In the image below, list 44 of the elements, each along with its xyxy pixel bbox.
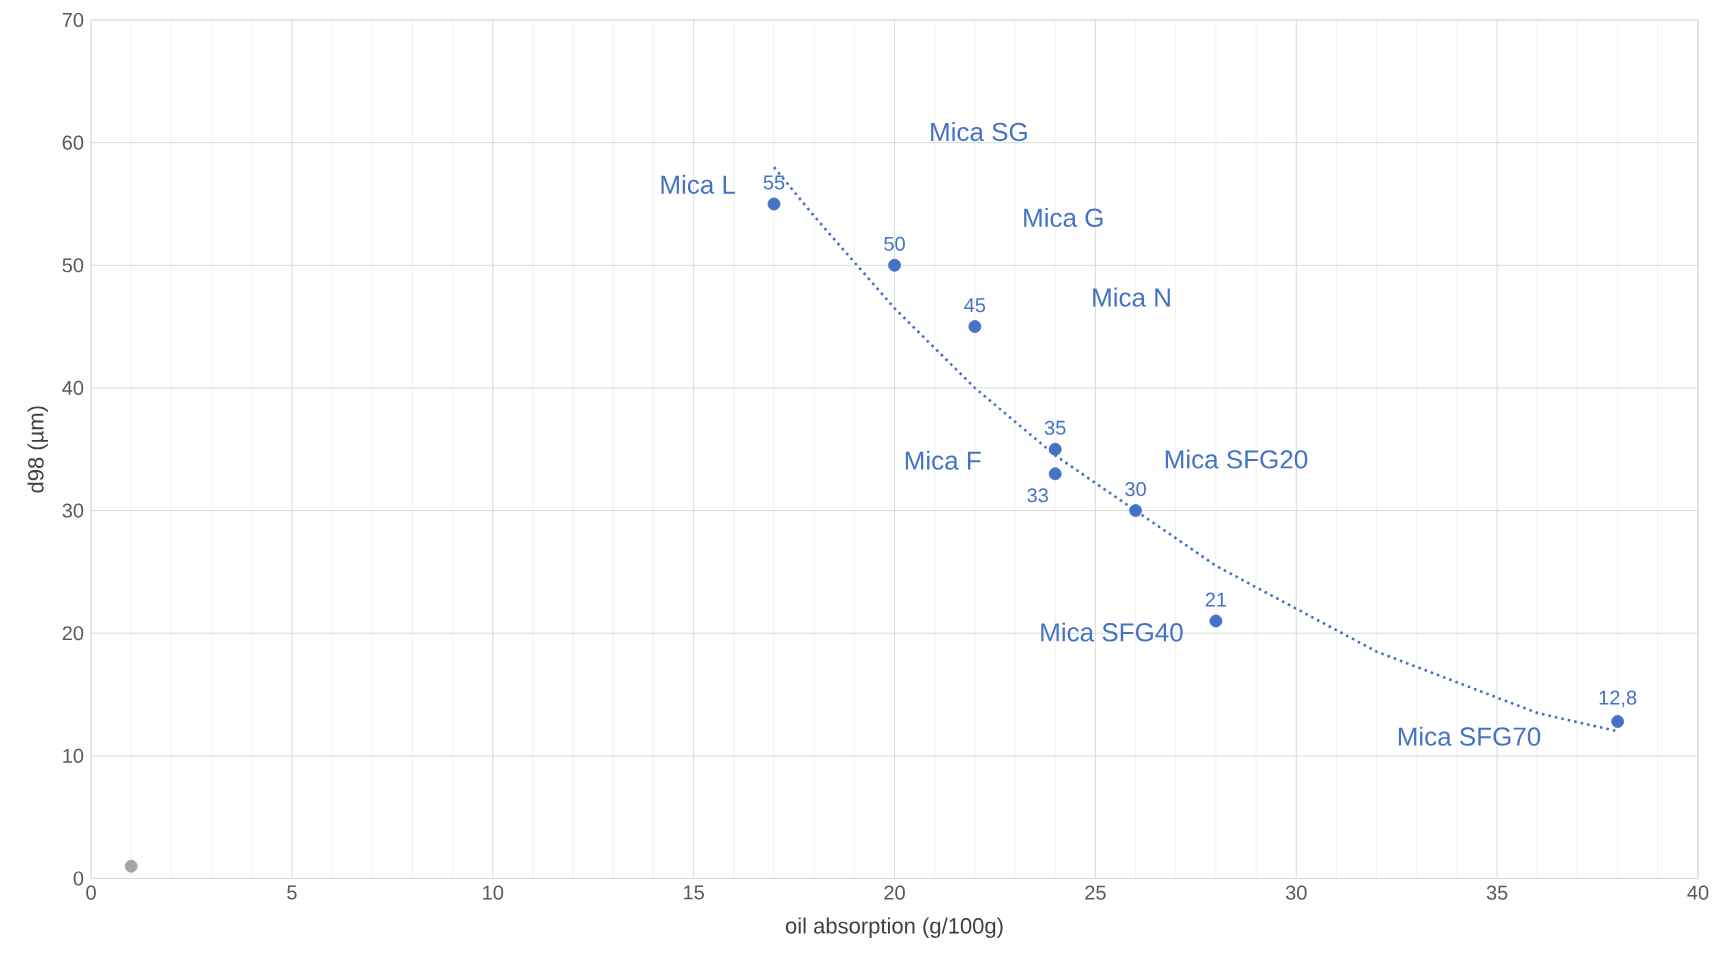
y-tick-label: 30: [62, 503, 84, 518]
x-tick-label: 15: [684, 885, 704, 900]
annotation: Mica SG: [931, 122, 1027, 142]
x-tick-label: 30: [1285, 885, 1307, 900]
point: [1048, 443, 1062, 456]
x-tick-label: 0: [86, 885, 96, 900]
annotation: Mica SFG70: [1398, 726, 1541, 747]
data-label: 45: [964, 298, 986, 313]
y-tick-label: 70: [62, 13, 84, 28]
point: [767, 197, 781, 211]
point: [1209, 614, 1223, 628]
data-label: 12,8: [1599, 690, 1637, 708]
point: [968, 320, 982, 334]
y-tick-label: 10: [63, 749, 84, 764]
x-tick-label: 40: [1687, 885, 1709, 900]
annotation: Mica G: [1024, 208, 1103, 228]
data-label: 35: [1044, 420, 1066, 436]
x-tick-label: 5: [287, 885, 297, 900]
annotation: Mica F: [905, 450, 981, 471]
x-tick-label: 35: [1486, 885, 1508, 900]
point: [888, 259, 901, 272]
data-label: 33: [1027, 488, 1048, 503]
annotation: Mica SFG40: [1041, 622, 1183, 642]
x-axis-title: oil absorption (g/100g): [785, 917, 1003, 939]
data-label: 55: [763, 175, 785, 190]
data-label: 50: [884, 236, 905, 252]
point: [1129, 504, 1142, 518]
y-tick-label: 60: [62, 135, 84, 150]
point: [124, 860, 138, 873]
y-tick-label: 40: [62, 381, 84, 396]
annotation: Mica N: [1093, 287, 1170, 307]
y-tick-label: 0: [73, 871, 84, 886]
y-tick-label: 20: [62, 626, 84, 641]
annotation: Mica SFG20: [1165, 449, 1308, 469]
x-tick-label: 20: [884, 885, 905, 900]
x-tick-label: 25: [1085, 885, 1106, 900]
point: [1048, 467, 1062, 481]
data-label: 30: [1125, 482, 1146, 497]
y-tick-label: 50: [62, 258, 84, 273]
x-tick-label: 10: [483, 885, 504, 900]
point: [1611, 715, 1625, 729]
annotation: Mica L: [661, 175, 736, 195]
y-axis-title: d98 (µm): [27, 406, 48, 493]
data-label: 21: [1205, 592, 1227, 607]
